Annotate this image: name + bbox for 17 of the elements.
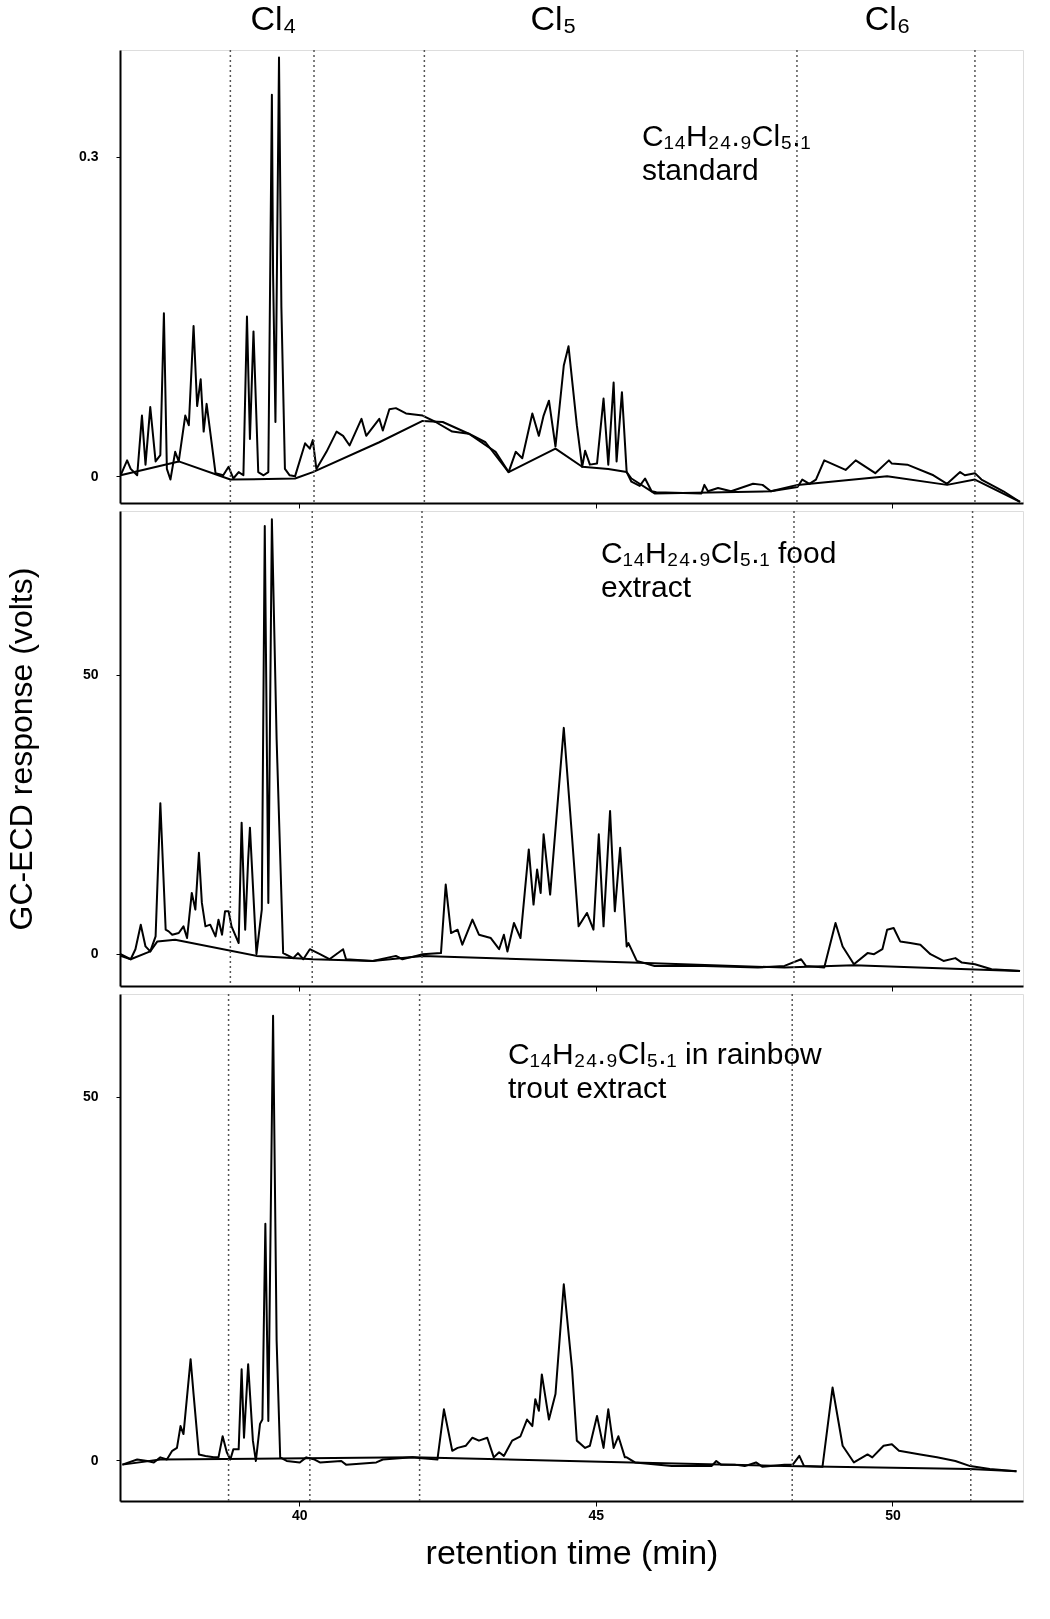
- y-tick-label: 0.3: [79, 148, 99, 165]
- x-axis-title: retention time (min): [425, 1532, 719, 1571]
- y-axis-title: GC-ECD response (volts): [2, 567, 39, 931]
- y-tick-label: 0: [90, 1451, 99, 1468]
- y-tick-label: 50: [82, 1088, 99, 1105]
- y-tick-label: 0: [90, 467, 99, 484]
- y-tick-label: 0: [90, 945, 99, 962]
- text: Cl₅: [530, 0, 577, 37]
- y-tick-label: 50: [82, 666, 99, 683]
- text: Cl₄: [250, 0, 297, 37]
- text: C₁₄H₂₄.₉Cl₅.₁ in rainbow trout extract: [508, 1037, 823, 1104]
- text: C₁₄H₂₄.₉Cl₅.₁ standard: [642, 119, 811, 186]
- x-tick-label: 50: [885, 1506, 901, 1523]
- text: C₁₄H₂₄.₉Cl₅.₁ food extract: [601, 536, 837, 603]
- text: Cl₆: [864, 0, 911, 37]
- x-tick-label: 45: [588, 1506, 605, 1523]
- x-tick-label: 40: [291, 1506, 308, 1523]
